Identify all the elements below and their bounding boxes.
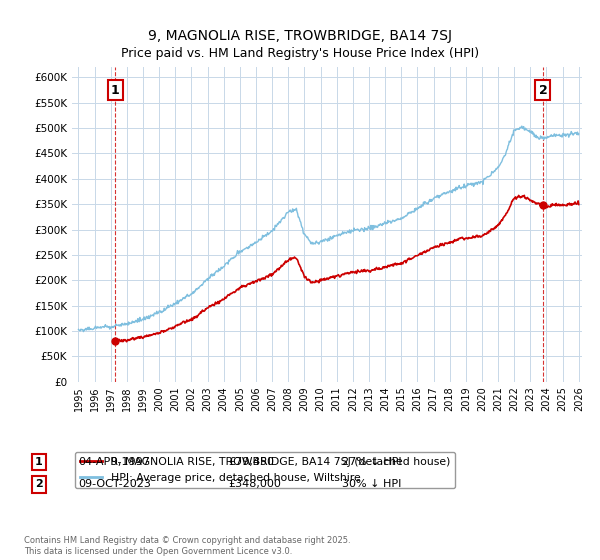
Text: 04-APR-1997: 04-APR-1997 [78, 457, 150, 467]
Text: Contains HM Land Registry data © Crown copyright and database right 2025.
This d: Contains HM Land Registry data © Crown c… [24, 536, 350, 556]
Text: 2: 2 [539, 83, 547, 96]
Text: £79,450: £79,450 [228, 457, 274, 467]
Text: Price paid vs. HM Land Registry's House Price Index (HPI): Price paid vs. HM Land Registry's House … [121, 46, 479, 60]
Text: 1: 1 [111, 83, 119, 96]
Text: 27% ↓ HPI: 27% ↓ HPI [342, 457, 401, 467]
Text: £348,000: £348,000 [228, 479, 281, 489]
Text: 9, MAGNOLIA RISE, TROWBRIDGE, BA14 7SJ: 9, MAGNOLIA RISE, TROWBRIDGE, BA14 7SJ [148, 29, 452, 44]
Text: 2: 2 [35, 479, 43, 489]
Text: 1: 1 [35, 457, 43, 467]
Legend: 9, MAGNOLIA RISE, TROWBRIDGE, BA14 7SJ (detached house), HPI: Average price, det: 9, MAGNOLIA RISE, TROWBRIDGE, BA14 7SJ (… [75, 452, 455, 488]
Text: 30% ↓ HPI: 30% ↓ HPI [342, 479, 401, 489]
Text: 09-OCT-2023: 09-OCT-2023 [78, 479, 151, 489]
